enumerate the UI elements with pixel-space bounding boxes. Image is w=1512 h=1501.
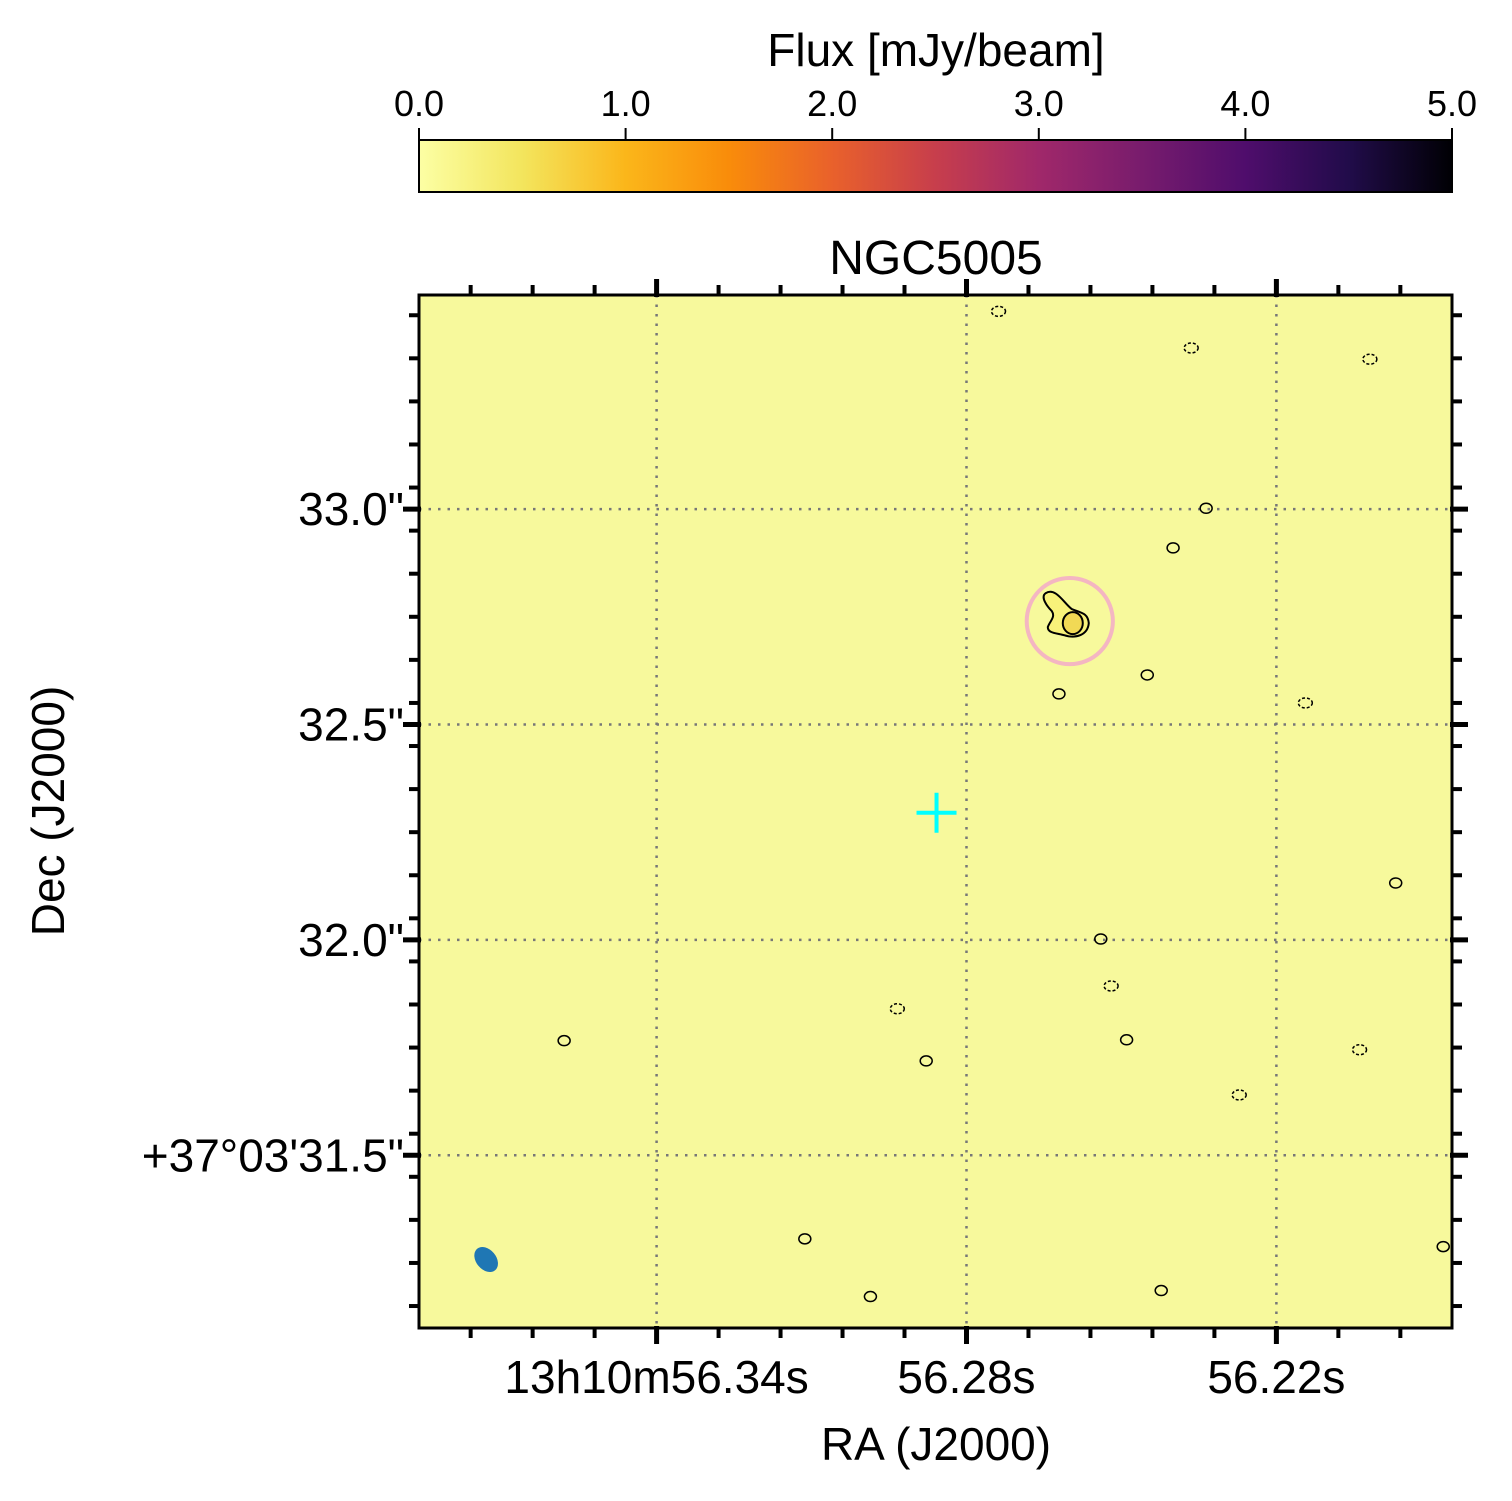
colorbar-tick-label: 2.0 [807,83,857,124]
y-tick-label: 32.0" [298,914,404,966]
x-tick-label: 56.28s [897,1351,1035,1403]
beam-ellipse [474,1247,498,1273]
contour-negative [1351,1043,1368,1056]
contour-positive [1052,688,1066,700]
contour-positive [1388,877,1403,889]
contour-positive [919,1055,933,1067]
colorbar [418,139,1453,193]
contour-negative [990,305,1007,318]
y-tick-label: +37°03'31.5" [142,1129,404,1181]
contour-positive [1199,502,1213,514]
chart-title: NGC5005 [829,232,1042,285]
contour-negative [1103,980,1119,992]
colorbar-tick-label: 5.0 [1427,83,1477,124]
source-circle [1024,576,1115,667]
y-axis-label: Dec (J2000) [22,686,74,937]
x-tick-label: 13h10m56.34s [504,1351,808,1403]
contour-positive [1166,542,1180,554]
x-axis-label: RA (J2000) [821,1418,1051,1470]
contour-negative [1231,1089,1247,1101]
contour-negative [1297,697,1314,709]
colorbar-tick-label: 0.0 [394,83,444,124]
colorbar-tick-label: 3.0 [1014,83,1064,124]
colorbar-tick-label: 1.0 [601,83,651,124]
plot-frame [417,293,1454,1330]
contour-positive [863,1290,878,1303]
contour-positive [1436,1240,1450,1253]
contour-positive [798,1233,812,1245]
contour-negative [1183,342,1199,354]
contour-positive [1094,933,1108,945]
contour-positive [1154,1284,1168,1297]
colorbar-tick-label: 4.0 [1220,83,1270,124]
contour-positive [1140,669,1155,681]
y-tick-label: 32.5" [298,698,404,750]
contour-positive [1119,1034,1134,1046]
colorbar-label: Flux [mJy/beam] [767,24,1104,76]
contour-positive [557,1034,571,1047]
y-tick-label: 33.0" [298,483,404,535]
x-tick-label: 56.22s [1207,1351,1345,1403]
cross-marker-icon [916,792,957,833]
contour-negative [889,1003,906,1015]
source-contour-inner [1061,611,1084,636]
contour-negative [1362,353,1378,365]
